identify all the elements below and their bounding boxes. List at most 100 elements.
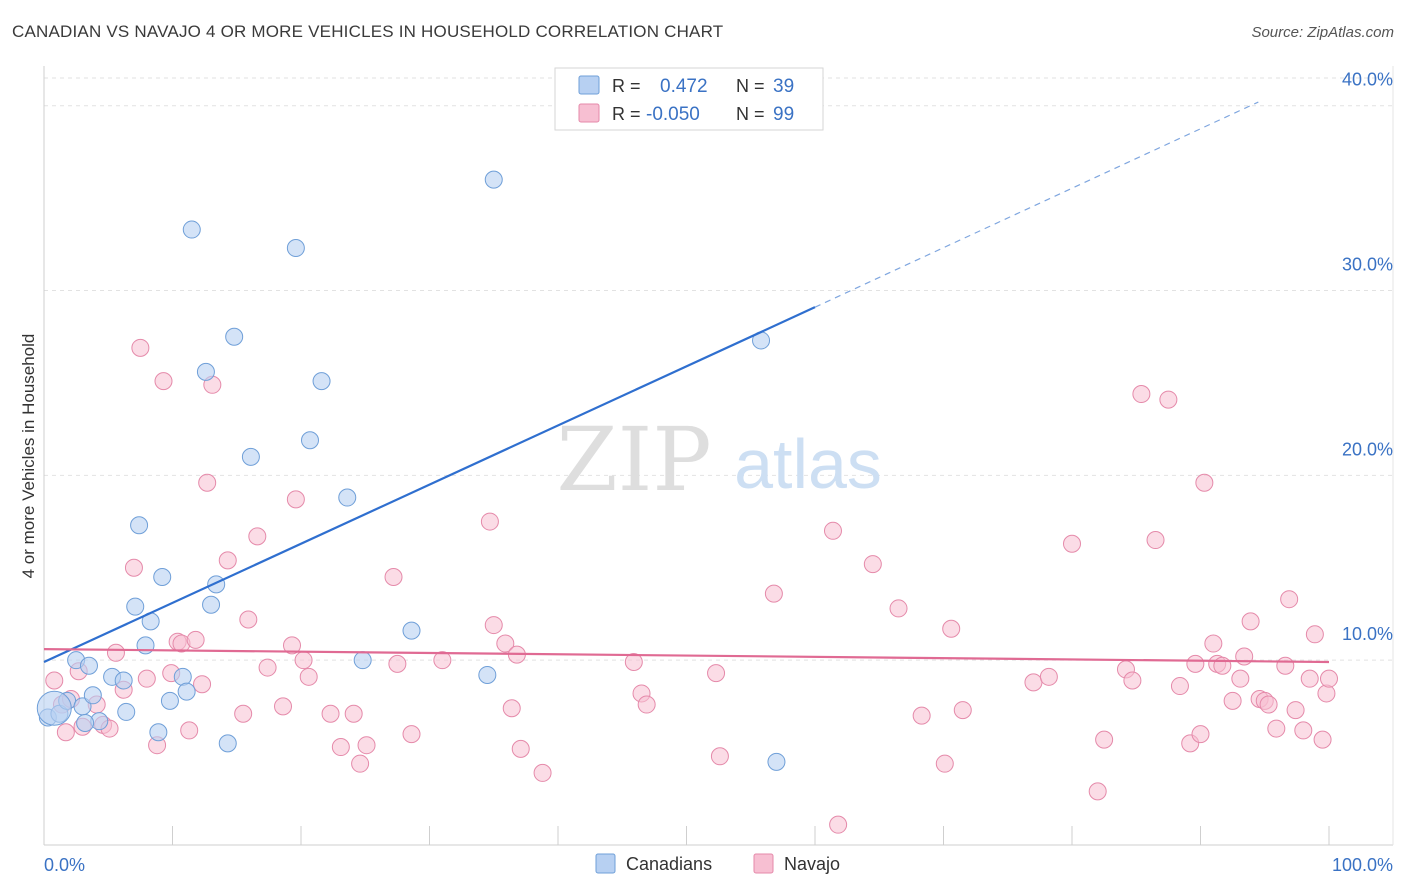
canadians-point [79,656,98,675]
navajo-point [56,723,75,742]
canadians-point [202,595,221,614]
canadians-point [218,734,237,753]
canadians-point [484,170,503,189]
navajo-point [283,636,302,655]
navajo-point [1305,625,1324,644]
navajo-point [1039,667,1058,686]
navajo-point [942,619,961,638]
navajo-point [1088,782,1107,801]
legend-canadians-swatch[interactable] [595,853,616,874]
navajo-point [1223,691,1242,710]
navajo-point [484,616,503,635]
canadians-point [241,447,260,466]
canadians-point [149,723,168,742]
navajo-point [511,739,530,758]
legend-navajo-swatch[interactable] [753,853,774,874]
navajo-point [218,551,237,570]
navajo-point [502,699,521,718]
watermark: ZIP atlas [556,408,882,511]
canadians-point [478,665,497,684]
navajo-n-label: N = [736,104,765,124]
canadians-point [126,597,145,616]
canadians-swatch [578,75,600,95]
canadians-trend-line [43,306,816,664]
navajo-point [1231,669,1250,688]
navajo-point [106,643,125,662]
navajo-point [624,653,643,672]
navajo-point [1186,654,1205,673]
navajo-point [1123,671,1142,690]
canadians-point [767,752,786,771]
navajo-point [480,512,499,531]
navajo-point [1294,721,1313,740]
navajo-point [1213,656,1232,675]
canadians-point [353,651,372,670]
navajo-point [299,667,318,686]
canadians-n-value: 39 [773,76,794,97]
watermark-atlas: atlas [734,425,882,503]
navajo-point [889,599,908,618]
canadian-points [36,170,786,771]
navajo-point [823,521,842,540]
navajo-points [45,338,1338,834]
canadians-point [136,636,155,655]
navajo-point [1313,730,1332,749]
navajo-point [533,763,552,782]
navajo-point [286,490,305,509]
navajo-point [137,669,156,688]
navajo-point [131,338,150,357]
navajo-point [1132,385,1151,404]
canadians-point [286,239,305,258]
watermark-zip: ZIP [556,408,711,511]
canadians-trend-extension [814,101,1259,308]
navajo-point [1276,656,1295,675]
legend-navajo-label[interactable]: Navajo [784,854,840,874]
x-tick-min: 0.0% [44,855,85,875]
navajo-point [402,725,421,744]
navajo-point [707,664,726,683]
navajo-point [193,675,212,694]
canadians-r-value: 0.472 [660,76,708,97]
canadians-point [182,220,201,239]
stats-legend-box [554,67,824,131]
navajo-point [953,701,972,720]
canadians-point [312,372,331,391]
navajo-point [1317,684,1336,703]
canadians-point [177,682,196,701]
canadians-point [83,686,102,705]
y-axis-label: 4 or more Vehicles in Household [19,334,38,579]
navajo-point [180,721,199,740]
navajo-point [829,815,848,834]
navajo-point [357,736,376,755]
navajo-point [384,568,403,587]
navajo-point [248,527,267,546]
navajo-point [1159,390,1178,409]
navajo-n-value: 99 [773,104,794,125]
navajo-point [274,697,293,716]
navajo-point [935,754,954,773]
navajo-point [1235,647,1254,666]
navajo-r-value: -0.050 [646,104,700,125]
y-tick-label: 10.0% [1342,624,1393,644]
navajo-point [239,610,258,629]
stats-legend: R = 0.472 N = 39 R = -0.050 N = 99 [554,67,824,131]
canadians-point [153,568,172,587]
navajo-point [388,654,407,673]
navajo-point [344,704,363,723]
canadians-point [196,362,215,381]
navajo-point [1267,719,1286,738]
navajo-point [1204,634,1223,653]
navajo-point [433,651,452,670]
legend-canadians-label[interactable]: Canadians [626,854,712,874]
navajo-point [258,658,277,677]
navajo-point [1195,473,1214,492]
navajo-point [1095,730,1114,749]
x-tick-max: 100.0% [1332,855,1393,875]
navajo-point [1300,669,1319,688]
navajo-point [1024,673,1043,692]
canadians-point [76,714,95,733]
navajo-swatch [578,103,600,123]
y-tick-label: 20.0% [1342,439,1393,459]
navajo-point [863,555,882,574]
